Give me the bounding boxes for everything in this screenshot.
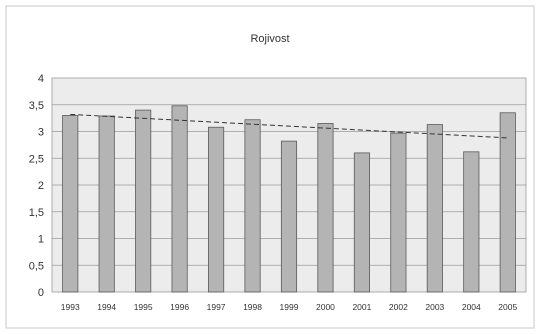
bar-2004 xyxy=(463,151,480,293)
x-tick-label: 2004 xyxy=(462,302,481,312)
bars xyxy=(62,105,516,293)
x-tick-label: 2002 xyxy=(389,302,408,312)
y-tick-label: 4 xyxy=(38,73,44,85)
bar-1997 xyxy=(208,126,225,293)
x-tick-label: 2001 xyxy=(352,302,371,312)
y-tick-label: 3 xyxy=(38,127,44,139)
bar-1998 xyxy=(244,119,261,293)
trendline-layer xyxy=(70,113,508,139)
trendline xyxy=(70,113,508,139)
y-tick-label: 1 xyxy=(38,234,44,246)
y-tick-label: 0 xyxy=(38,287,44,299)
bar-1995 xyxy=(135,109,152,293)
y-tick-label: 3,5 xyxy=(29,100,44,112)
bar-2002 xyxy=(390,132,407,293)
x-tick-label: 1998 xyxy=(243,302,262,312)
x-tick-label: 1997 xyxy=(207,302,226,312)
y-tick-label: 0,5 xyxy=(29,260,44,272)
bar-1999 xyxy=(280,140,298,293)
x-tick-label: 2000 xyxy=(316,302,335,312)
x-tick-label: 2003 xyxy=(425,302,444,312)
y-tick-label: 2 xyxy=(38,180,44,192)
x-tick-label: 1999 xyxy=(280,302,299,312)
bar-1994 xyxy=(98,115,115,293)
bar-2003 xyxy=(426,124,443,293)
bar-2005 xyxy=(499,112,516,293)
x-tick-label: 1995 xyxy=(134,302,153,312)
bar-2000 xyxy=(317,123,334,293)
bar-1996 xyxy=(171,105,188,293)
chart-title: Rojivost xyxy=(250,33,289,45)
bar-2001 xyxy=(353,152,370,293)
x-axis-tick-labels: 1993 1994 1995 1996 1997 1998 1999 2000 2001 2002… xyxy=(61,302,518,312)
x-tick-label: 1993 xyxy=(61,302,80,312)
y-tick-label: 1,5 xyxy=(29,207,44,219)
x-tick-label: 2005 xyxy=(498,302,517,312)
bar-1993 xyxy=(62,115,79,293)
x-tick-label: 1996 xyxy=(170,302,189,312)
y-tick-label: 2,5 xyxy=(29,153,44,165)
y-axis-tick-labels: 0 0,5 1 1,5 2 2,5 3 3,5 4 xyxy=(29,73,44,299)
x-tick-label: 1994 xyxy=(97,302,116,312)
